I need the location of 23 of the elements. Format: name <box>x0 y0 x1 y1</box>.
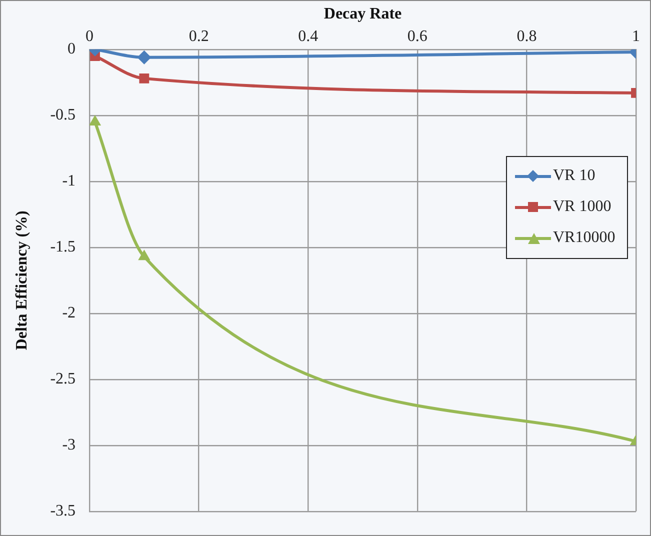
y-tick-label: -3.5 <box>50 502 76 520</box>
point <box>137 50 152 64</box>
y-tick-label: 0 <box>68 40 76 58</box>
point <box>139 73 150 84</box>
x-tick-label: 0.4 <box>298 28 318 46</box>
y-axis-title: Delta Efficiency (%) <box>14 210 31 350</box>
y-tick-label: -2.5 <box>50 370 76 388</box>
y-tick-label: -1.5 <box>50 238 76 256</box>
x-axis-title: Decay Rate <box>324 6 402 23</box>
point <box>138 250 150 260</box>
y-tick-label: -1 <box>62 172 76 190</box>
x-tick-label: 0 <box>86 28 94 46</box>
x-tick-label: 0.2 <box>188 28 209 46</box>
y-tick-label: -0.5 <box>50 106 76 124</box>
x-tick-label: 0.8 <box>516 28 537 46</box>
x-tick-label: 1 <box>632 28 640 46</box>
legend-label: VR 10 <box>553 167 596 186</box>
point <box>90 115 102 126</box>
legend-label: VR 1000 <box>553 198 612 216</box>
y-tick-label: -2 <box>62 304 76 322</box>
y-tick-label: -3 <box>62 436 76 454</box>
legend-label: VR10000 <box>553 229 616 248</box>
x-tick-label: 0.6 <box>407 28 428 46</box>
